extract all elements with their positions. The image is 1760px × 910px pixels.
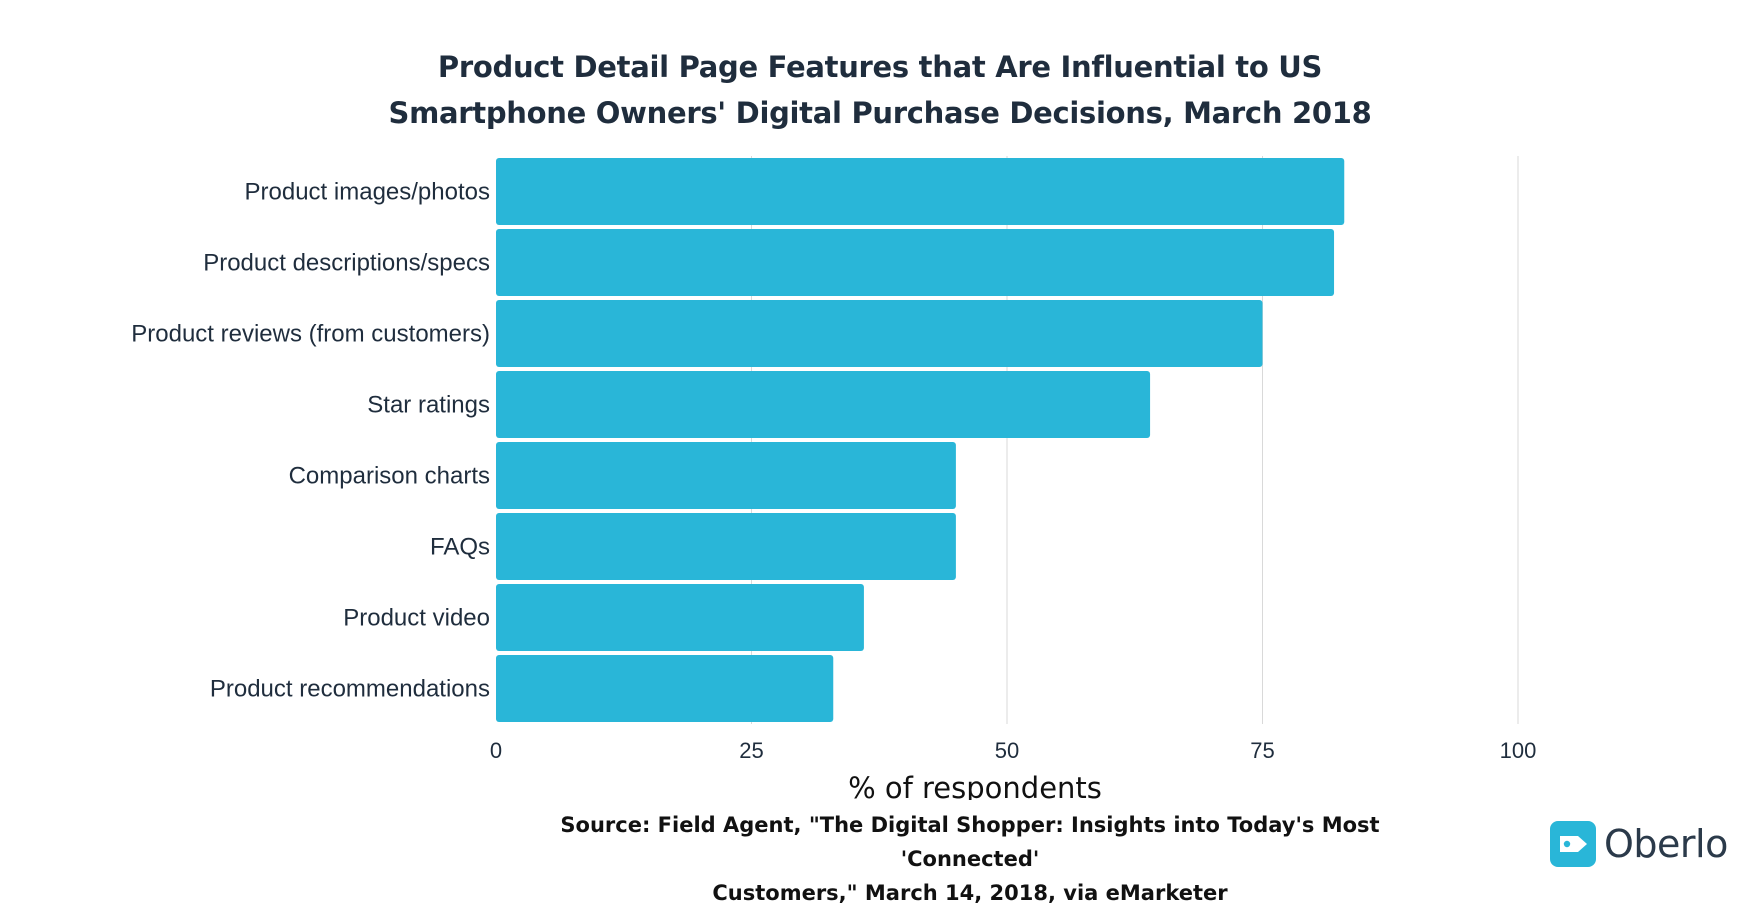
oberlo-logo: Oberlo xyxy=(1550,820,1728,868)
category-label-7: Product recommendations xyxy=(210,676,490,703)
bar-7 xyxy=(496,655,834,722)
bar-3 xyxy=(496,371,1151,438)
bar-0 xyxy=(496,158,1345,225)
bar-5 xyxy=(496,513,956,580)
category-label-0: Product images/photos xyxy=(245,179,490,206)
source-note: Source: Field Agent, "The Digital Shoppe… xyxy=(540,808,1400,910)
chart-title: Product Detail Page Features that Are In… xyxy=(0,44,1760,136)
bar-1 xyxy=(496,229,1335,296)
bar-6 xyxy=(496,584,864,651)
chart-title-line-2: Smartphone Owners' Digital Purchase Deci… xyxy=(388,96,1372,130)
bar-2 xyxy=(496,300,1263,367)
source-line-2: Customers," March 14, 2018, via eMarkete… xyxy=(712,881,1228,905)
category-label-1: Product descriptions/specs xyxy=(203,250,490,277)
chart-title-line-1: Product Detail Page Features that Are In… xyxy=(437,50,1323,84)
x-tick-label-50: 50 xyxy=(995,738,1019,763)
x-tick-label-0: 0 xyxy=(490,738,502,763)
logo-text: Oberlo xyxy=(1604,822,1728,866)
category-label-6: Product video xyxy=(343,605,490,632)
x-tick-label-75: 75 xyxy=(1250,738,1274,763)
source-line-1: Source: Field Agent, "The Digital Shoppe… xyxy=(560,813,1380,871)
price-tag-icon xyxy=(1550,821,1596,867)
category-label-2: Product reviews (from customers) xyxy=(131,321,490,348)
x-axis-label: % of respondents xyxy=(848,771,1102,800)
category-label-4: Comparison charts xyxy=(289,463,490,490)
category-label-3: Star ratings xyxy=(367,392,490,419)
bar-chart: Product images/photos Product description… xyxy=(131,156,1537,800)
bar-4 xyxy=(496,442,956,509)
x-tick-label-100: 100 xyxy=(1500,738,1537,763)
x-tick-label-25: 25 xyxy=(739,738,763,763)
category-label-5: FAQs xyxy=(430,534,490,561)
